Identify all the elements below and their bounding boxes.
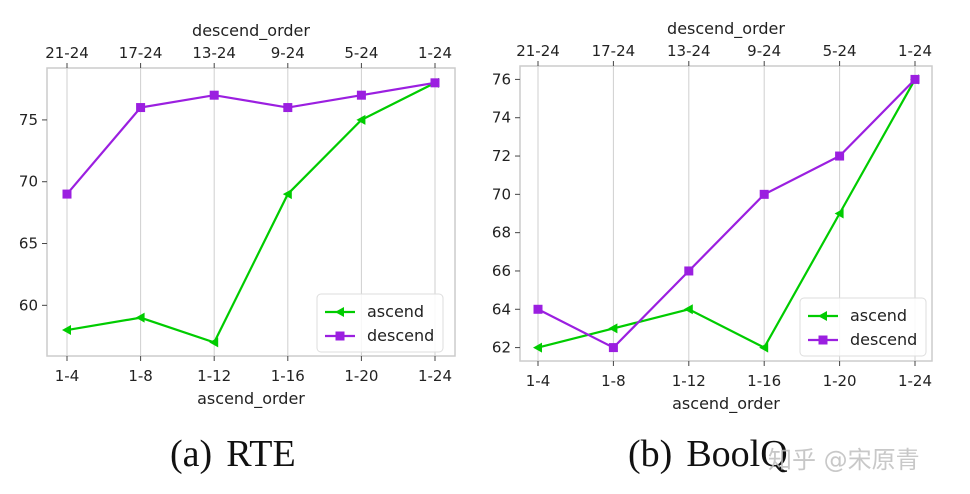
series-descend <box>62 78 440 199</box>
x-tick-label: 1-24 <box>898 372 932 390</box>
data-point-ascend <box>608 323 618 334</box>
legend-label-descend: descend <box>850 330 917 349</box>
data-point-descend <box>430 78 440 88</box>
y-tick-label: 70 <box>19 173 38 191</box>
legend-box <box>799 297 927 357</box>
data-point-ascend <box>356 114 366 125</box>
legend-label-ascend: ascend <box>367 302 424 321</box>
x-tick-label: 1-24 <box>418 367 452 385</box>
x-tick-label: 1-4 <box>526 372 551 390</box>
plot-frame <box>46 67 456 357</box>
y-tick-label: 76 <box>492 70 511 88</box>
x-tick-label: 1-20 <box>344 367 378 385</box>
caption-boolq-text: BoolQ <box>686 433 788 475</box>
series-line-descend <box>537 78 916 349</box>
x2-tick-label: 21-24 <box>45 44 89 62</box>
data-point-ascend <box>683 304 693 315</box>
plot-frame <box>519 65 933 362</box>
y-tick-label: 60 <box>19 296 38 314</box>
caption-boolq-tag: (b) <box>628 433 673 475</box>
chart-rte: 1-4 1-8 1-12 1-16 1-20 1-24 21-24 17-24 13-24 9-2… <box>19 21 456 409</box>
y-tick-label: 66 <box>492 262 511 280</box>
caption-rte-text: RTE <box>226 433 296 475</box>
x2-tick-label: 17-24 <box>592 42 636 60</box>
data-point-ascend <box>759 342 769 353</box>
x2-axis-label: descend_order <box>667 19 785 39</box>
x2-tick-label: 1-24 <box>898 42 932 60</box>
legend: ascend descend <box>316 293 444 353</box>
data-point-descend <box>62 189 72 199</box>
data-point-descend <box>759 189 769 199</box>
x-tick-label: 1-12 <box>672 372 706 390</box>
x-tick-label: 1-16 <box>747 372 781 390</box>
caption-rte-tag: (a) <box>170 433 213 475</box>
legend: ascend descend <box>799 297 927 357</box>
data-point-ascend <box>209 337 219 348</box>
chart-boolq: 1-4 1-8 1-12 1-16 1-20 1-24 21-24 17-24 13-24 9-2… <box>492 19 933 414</box>
x-tick-label: 1-8 <box>128 367 153 385</box>
data-point-descend <box>283 103 293 113</box>
x2-axis-label: descend_order <box>192 21 310 41</box>
legend-box <box>316 293 444 353</box>
series-line-ascend <box>66 81 436 344</box>
y-tick-label: 62 <box>492 339 511 357</box>
watermark: 知乎 @宋原青 <box>768 446 920 474</box>
x2-tick-label: 1-24 <box>418 44 452 62</box>
x2-tick-label: 17-24 <box>119 44 163 62</box>
data-point-descend <box>835 151 845 161</box>
x2-tick-label: 5-24 <box>344 44 378 62</box>
x-tick-label: 1-12 <box>197 367 231 385</box>
data-point-descend <box>136 103 146 113</box>
legend-label-ascend: ascend <box>850 306 907 325</box>
y-tick-label: 72 <box>492 147 511 165</box>
y-tick-label: 75 <box>19 111 38 129</box>
x-tick-label: 1-16 <box>271 367 305 385</box>
y-tick-label: 70 <box>492 185 511 203</box>
series-line-ascend <box>537 78 916 350</box>
x2-tick-label: 13-24 <box>667 42 711 60</box>
x-tick-label: 1-8 <box>601 372 626 390</box>
x-tick-label: 1-4 <box>55 367 80 385</box>
data-point-ascend <box>135 312 145 323</box>
legend-label-descend: descend <box>367 326 434 345</box>
data-point-ascend <box>282 189 292 200</box>
y-tick-label: 64 <box>492 300 511 318</box>
x2-tick-label: 5-24 <box>823 42 857 60</box>
x2-tick-label: 13-24 <box>192 44 236 62</box>
y-tick-label: 74 <box>492 109 511 127</box>
data-point-descend <box>608 343 618 353</box>
x-axis-label: ascend_order <box>672 394 780 414</box>
series-line-descend <box>66 81 436 195</box>
legend-marker-ascend <box>335 307 344 317</box>
data-point-ascend <box>834 208 844 219</box>
data-point-descend <box>910 74 920 84</box>
data-point-descend <box>533 304 543 314</box>
x-tick-label: 1-20 <box>823 372 857 390</box>
x-axis-label: ascend_order <box>197 389 305 409</box>
series-descend <box>533 74 920 353</box>
x2-tick-label: 21-24 <box>516 42 560 60</box>
caption-rte: (a) RTE <box>170 432 296 476</box>
data-point-ascend <box>62 325 71 336</box>
caption-boolq: (b) BoolQ <box>628 432 788 476</box>
y-tick-label: 68 <box>492 224 511 242</box>
legend-marker-ascend <box>818 311 827 321</box>
data-point-descend <box>356 90 366 100</box>
data-point-ascend <box>533 342 542 353</box>
data-point-descend <box>684 266 694 276</box>
data-point-descend <box>209 90 219 100</box>
y-tick-label: 65 <box>19 235 38 253</box>
x2-tick-label: 9-24 <box>271 44 305 62</box>
legend-marker-descend <box>818 335 828 345</box>
legend-marker-descend <box>335 331 345 341</box>
x2-tick-label: 9-24 <box>747 42 781 60</box>
